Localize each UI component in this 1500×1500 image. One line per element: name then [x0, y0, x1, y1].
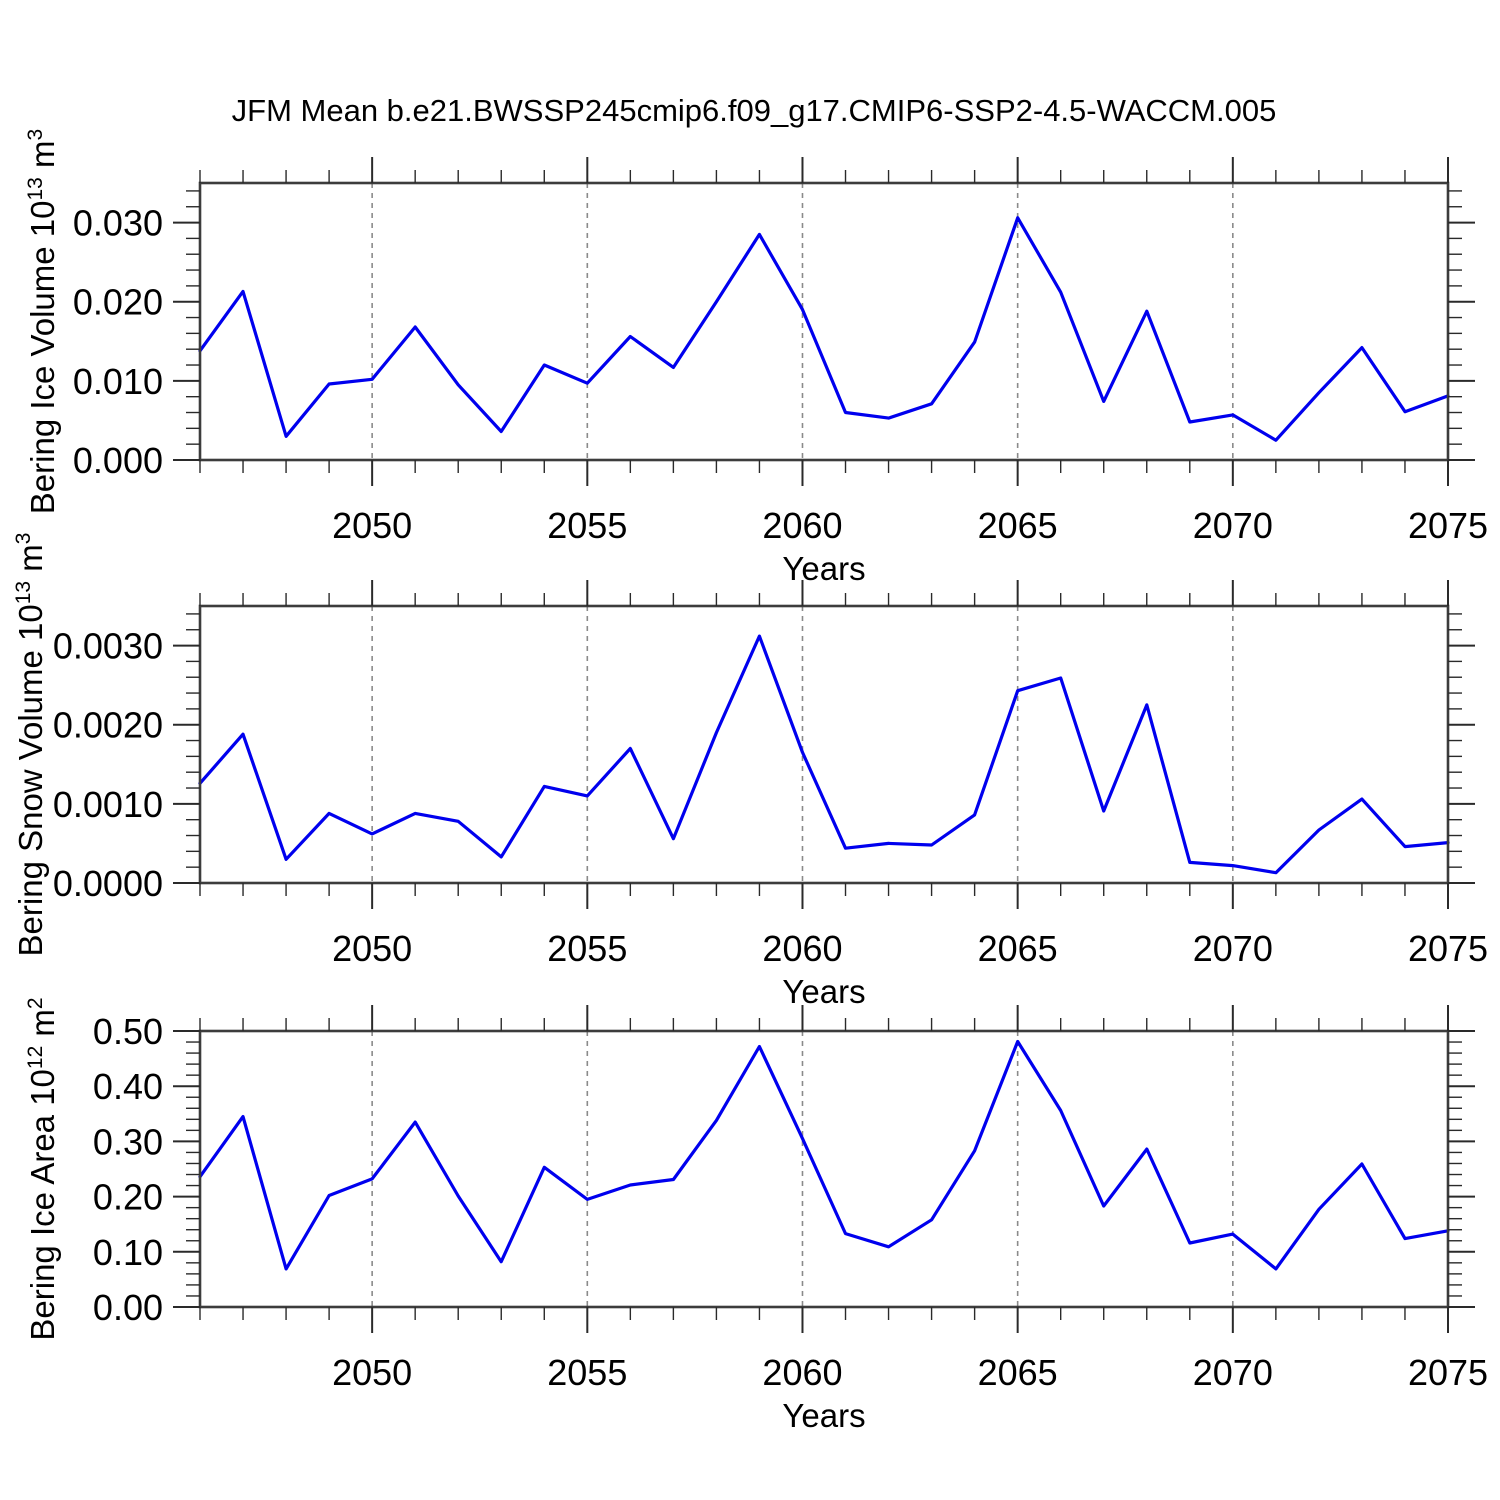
y-axis-title-superscript: 2	[24, 997, 47, 1009]
x-tick-label-2075: 2075	[1408, 1352, 1488, 1393]
panel-bering-ice-area: 2050 2055 2060 2065 2070 2075 Years 0.00 0.10 0.2…	[24, 997, 1488, 1434]
x-axis-title: Years	[782, 1397, 865, 1434]
x-tick-label-2070: 2070	[1193, 928, 1273, 969]
x-tick-label-2070: 2070	[1193, 505, 1273, 546]
y-tick-label-0.30: 0.30	[93, 1121, 163, 1162]
y-tick-label-0.020: 0.020	[73, 282, 163, 323]
x-tick-label-2065: 2065	[978, 505, 1058, 546]
x-tick-label-2055: 2055	[547, 1352, 627, 1393]
y-axis-title-text: Bering Ice Volume 10	[24, 201, 61, 515]
chart-title: JFM Mean b.e21.BWSSP245cmip6.f09_g17.CMI…	[232, 93, 1277, 128]
y-tick-label-0.00: 0.00	[93, 1287, 163, 1328]
y-axis-title-text: m	[24, 140, 61, 177]
x-tick-label-2075: 2075	[1408, 928, 1488, 969]
y-tick-label-0.0000: 0.0000	[53, 863, 163, 904]
panel-bering-snow-volume: 2050 2055 2060 2065 2070 2075 Years 0.0000 0.001…	[12, 533, 1488, 1010]
y-tick-label-0.030: 0.030	[73, 203, 163, 244]
y-tick-label-0.40: 0.40	[93, 1066, 163, 1107]
y-axis-title-superscript: 3	[12, 533, 35, 545]
x-tick-label-2070: 2070	[1193, 1352, 1273, 1393]
bering-ice-area-line	[198, 1039, 1450, 1271]
y-axis-title-superscript: 13	[12, 581, 35, 604]
y-tick-label-0.0030: 0.0030	[53, 626, 163, 667]
x-tick-label-2060: 2060	[762, 505, 842, 546]
panel-bering-ice-volume: 2050 2055 2060 2065 2070 2075 Years 0.000 0.010 0…	[24, 129, 1488, 587]
y-axis-title-superscript: 13	[24, 177, 47, 200]
y-axis-title-superscript: 12	[24, 1046, 47, 1069]
y-tick-label-0.0010: 0.0010	[53, 784, 163, 825]
x-tick-label-2055: 2055	[547, 928, 627, 969]
y-axis-title: Bering Snow Volume 1013 m3	[12, 533, 49, 957]
x-tick-label-2050: 2050	[332, 1352, 412, 1393]
x-tick-label-2055: 2055	[547, 505, 627, 546]
bering-snow-volume-line	[198, 634, 1450, 875]
x-tick-label-2060: 2060	[762, 928, 842, 969]
y-axis-title-superscript: 3	[24, 129, 47, 141]
y-axis-title: Bering Ice Area 1012 m2	[24, 997, 61, 1340]
panel-frame	[198, 604, 1450, 885]
y-tick-label-0.20: 0.20	[93, 1177, 163, 1218]
panel-frame	[198, 1029, 1450, 1309]
x-tick-label-2065: 2065	[978, 928, 1058, 969]
x-tick-label-2060: 2060	[762, 1352, 842, 1393]
y-tick-label-0.0020: 0.0020	[53, 705, 163, 746]
y-axis-title-text: Bering Ice Area 10	[24, 1069, 61, 1341]
y-axis-title-text: m	[24, 1009, 61, 1046]
y-tick-label-0.010: 0.010	[73, 361, 163, 402]
panel-frame	[198, 181, 1450, 462]
x-axis-title: Years	[782, 973, 865, 1010]
y-axis-title-text: Bering Snow Volume 10	[12, 604, 49, 956]
x-axis-title: Years	[782, 550, 865, 587]
y-tick-label-0.50: 0.50	[93, 1011, 163, 1052]
x-tick-label-2075: 2075	[1408, 505, 1488, 546]
bering-ice-volume-line	[198, 216, 1450, 442]
y-tick-label-0.10: 0.10	[93, 1232, 163, 1273]
x-tick-label-2050: 2050	[332, 928, 412, 969]
x-tick-label-2065: 2065	[978, 1352, 1058, 1393]
y-tick-label-0.000: 0.000	[73, 440, 163, 481]
x-tick-label-2050: 2050	[332, 505, 412, 546]
y-axis-title: Bering Ice Volume 1013 m3	[24, 129, 61, 514]
y-axis-title-text: m	[12, 544, 49, 581]
